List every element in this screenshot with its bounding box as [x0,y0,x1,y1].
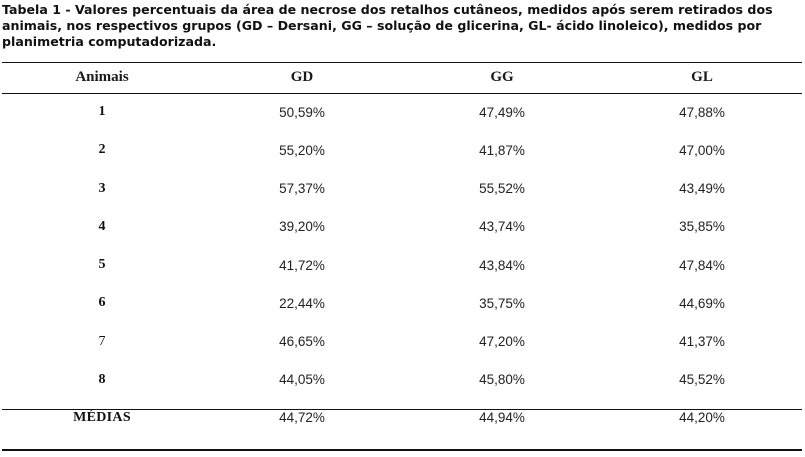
table-row: 8 44,05% 45,80% 45,52% [2,361,802,399]
cell-gg: 47,49% [479,104,525,120]
table-row: 4 39,20% 43,74% 35,85% [2,208,802,246]
table-row: 1 50,59% 47,49% 47,88% [2,93,802,131]
cell-gg: 55,52% [479,181,525,197]
averages-label: MÉDIAS [73,409,131,425]
table-caption: Tabela 1 - Valores percentuais da área d… [2,2,802,50]
averages-rule [2,409,802,410]
cell-gd: 50,59% [279,104,325,120]
cell-gd: 46,65% [279,334,325,350]
average-gg: 44,94% [479,410,525,425]
header-gd: GD [290,69,314,85]
animal-id: 6 [98,295,106,311]
header-animais: Animais [75,69,129,85]
cell-gd: 22,44% [279,295,325,311]
necrosis-table: Animais GD GG GL 1 50,59% 47,49% 47,88% … [2,62,802,436]
header-gg: GG [490,69,514,85]
header-rule [2,93,802,94]
cell-gl: 43,49% [679,181,725,197]
caption-label: Tabela 1 - [2,2,71,17]
table-top-rule [2,62,802,63]
cell-gl: 47,00% [679,142,725,158]
animal-id: 3 [98,180,106,196]
header-row: Animais GD GG GL [2,62,802,93]
cell-gg: 47,20% [479,334,525,350]
cell-gg: 43,84% [479,257,525,273]
animal-id: 2 [98,142,106,158]
animal-id: 4 [98,218,106,234]
header-gl: GL [691,69,713,85]
animal-id: 1 [98,104,106,120]
cell-gl: 41,37% [679,334,725,350]
cell-gl: 45,52% [679,372,725,388]
caption-text: Valores percentuais da área de necrose d… [2,2,773,49]
table-row: 6 22,44% 35,75% 44,69% [2,284,802,322]
cell-gl: 47,84% [679,257,725,273]
cell-gg: 43,74% [479,219,525,235]
animal-id: 5 [98,257,106,273]
cell-gl: 47,88% [679,104,725,120]
cell-gg: 41,87% [479,142,525,158]
table-row: 2 55,20% 41,87% 47,00% [2,131,802,169]
cell-gl: 35,85% [679,219,725,235]
animal-id: 8 [98,371,106,387]
cell-gd: 44,05% [279,372,325,388]
cell-gd: 55,20% [279,142,325,158]
averages-row: MÉDIAS 44,72% 44,94% 44,20% [2,399,802,436]
cell-gd: 57,37% [279,181,325,197]
table-row: 5 41,72% 43,84% 47,84% [2,246,802,284]
animal-id: 7 [98,333,106,349]
cell-gl: 44,69% [679,295,725,311]
table-bottom-rule [2,449,802,451]
average-gd: 44,72% [279,410,325,425]
table-row: 7 46,65% 47,20% 41,37% [2,323,802,361]
cell-gd: 39,20% [279,219,325,235]
cell-gd: 41,72% [279,257,325,273]
table-row: 3 57,37% 55,52% 43,49% [2,170,802,208]
cell-gg: 35,75% [479,295,525,311]
cell-gg: 45,80% [479,372,525,388]
average-gl: 44,20% [679,410,725,425]
